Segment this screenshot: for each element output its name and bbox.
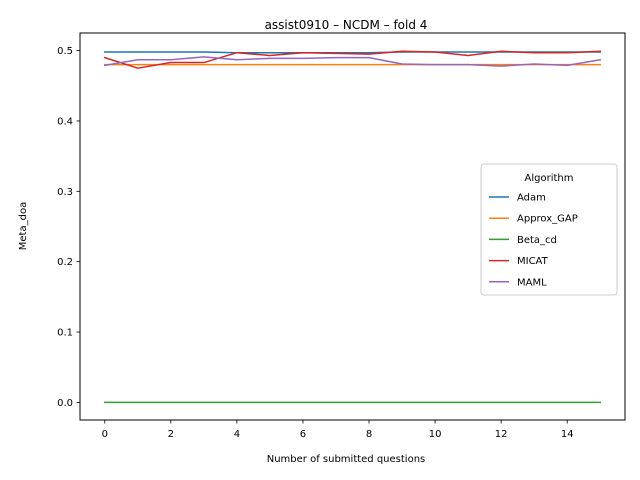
legend-box (480, 163, 618, 296)
legend-label: Approx_GAP (517, 214, 578, 225)
legend-item: Approx_GAP (489, 214, 578, 225)
x-tick-label: 8 (366, 429, 372, 440)
legend-item: MAML (489, 277, 547, 288)
y-axis: 0.0 0.1 0.2 0.3 0.4 0.5 (57, 46, 80, 409)
x-tick-label: 10 (429, 429, 442, 440)
y-axis-label: Meta_doa (18, 202, 29, 250)
x-tick-label: 12 (495, 429, 508, 440)
legend-item: Beta_cd (489, 235, 557, 246)
legend-label: MAML (517, 277, 547, 288)
x-axis-label: Number of submitted questions (267, 454, 426, 465)
chart-title: assist0910 – NCDM – fold 4 (265, 18, 428, 32)
y-tick-label: 0.5 (57, 46, 73, 57)
legend-items: Adam Approx_GAP Beta_cd MICAT MAML (489, 193, 578, 288)
x-axis: 0 2 4 6 8 10 12 14 (102, 420, 574, 440)
x-tick-label: 6 (300, 429, 306, 440)
y-tick-label: 0.2 (57, 257, 73, 268)
y-tick-label: 0.1 (57, 328, 73, 339)
legend-label: Beta_cd (517, 235, 557, 246)
legend-item: Adam (489, 193, 546, 204)
legend-label: MICAT (517, 256, 549, 267)
y-tick-label: 0.0 (57, 398, 73, 409)
plot-frame (79, 32, 626, 421)
legend-label: Adam (517, 193, 546, 204)
series-line-maml (103, 56, 602, 67)
y-tick-label: 0.4 (57, 116, 73, 127)
y-tick-label: 0.3 (57, 187, 73, 198)
legend-title: Algorithm (525, 173, 574, 184)
series-line-micat (103, 50, 602, 69)
x-tick-label: 2 (168, 429, 174, 440)
x-tick-label: 4 (234, 429, 240, 440)
legend: Algorithm Adam Approx_GAP Beta_cd MICAT MAML (480, 163, 618, 296)
x-tick-label: 0 (102, 429, 108, 440)
series-lines (103, 50, 602, 404)
legend-item: MICAT (489, 256, 549, 267)
x-tick-label: 14 (561, 429, 574, 440)
